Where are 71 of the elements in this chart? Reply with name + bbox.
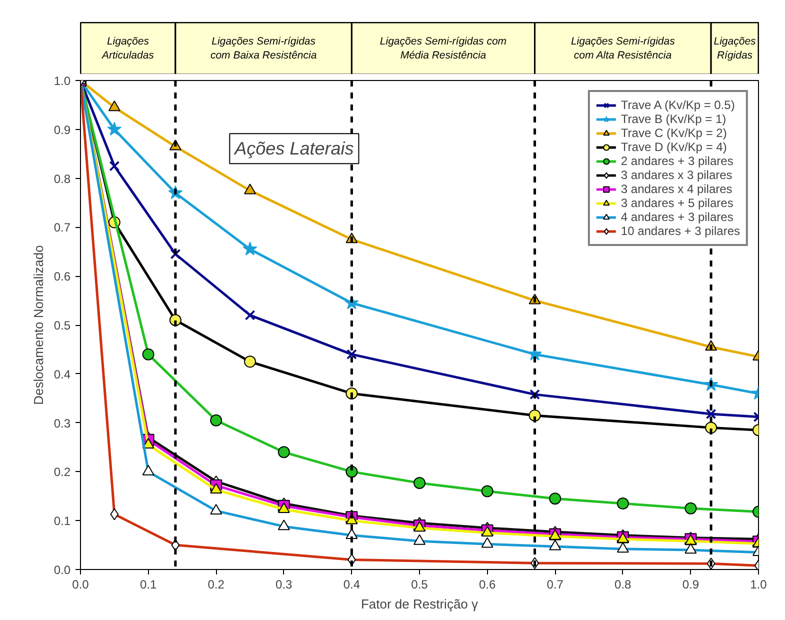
- point: [109, 160, 120, 172]
- x-tick-label: 0.5: [411, 578, 428, 592]
- point: [684, 502, 697, 514]
- point: [142, 438, 154, 448]
- text: Ligações Semi-rígidas com Alta Resistência: [570, 35, 676, 62]
- x-tick-label: 0.4: [343, 578, 360, 592]
- annotation: Ações Laterais: [234, 138, 354, 159]
- point: [530, 389, 540, 400]
- text: Ligações Rígidas: [714, 35, 757, 62]
- point: [210, 504, 222, 514]
- point: [210, 482, 222, 494]
- point: [242, 242, 258, 256]
- y-tick-label: 0.9: [54, 122, 71, 137]
- text: Ligações Articuladas: [100, 35, 155, 62]
- x-tick-label: 0.7: [546, 578, 564, 592]
- point: [278, 446, 290, 458]
- x-tick-label: 0.9: [682, 578, 700, 592]
- x-tick-label: 0.1: [140, 578, 157, 592]
- point: [278, 520, 290, 530]
- point: [110, 508, 119, 520]
- point: [549, 540, 562, 550]
- point: [278, 502, 290, 514]
- point: [244, 310, 256, 320]
- y-tick-label: 0.7: [54, 220, 71, 235]
- point: [684, 543, 697, 554]
- y-tick-label: 1.0: [54, 74, 71, 88]
- point: [170, 248, 181, 260]
- legend-label: Trave B (Kv/Kp = 1): [620, 112, 726, 126]
- point: [481, 537, 494, 548]
- text: Ligações Semi-rígidas com Baixa Resistência: [210, 35, 317, 62]
- point: [616, 542, 629, 553]
- point: [142, 464, 154, 476]
- y-tick-label: 0.5: [54, 318, 71, 332]
- legend-label: 3 andares x 3 pilares: [620, 168, 732, 182]
- legend-label: 3 andares + 5 pilares: [620, 196, 734, 210]
- legend-label: Trave C (Kv/Kp = 2): [620, 126, 727, 140]
- point: [481, 485, 494, 498]
- legend-label: 3 andares x 4 pilares: [620, 182, 732, 196]
- point: [244, 356, 256, 368]
- point: [706, 408, 716, 420]
- point: [414, 476, 426, 489]
- point: [107, 122, 122, 136]
- text: Ligações Semi-rígidas com Média Resistência: [380, 35, 507, 62]
- legend-label: 10 andares + 3 pilares: [620, 224, 740, 238]
- point: [142, 348, 154, 360]
- point: [210, 414, 222, 426]
- legend-label: Trave A (Kv/Kp = 0.5): [620, 98, 735, 112]
- y-tick-label: 0.6: [54, 270, 71, 284]
- point: [549, 492, 562, 505]
- y-tick-label: 0.0: [54, 563, 71, 577]
- x-tick-label: 0.8: [614, 578, 632, 592]
- point: [108, 100, 120, 112]
- point: [244, 184, 256, 194]
- point: [414, 534, 426, 545]
- y-tick-label: 0.1: [54, 514, 71, 528]
- x-tick-label: 0.2: [208, 578, 225, 592]
- x-tick-label: 0.0: [72, 578, 90, 592]
- y-tick-label: 0.8: [54, 172, 71, 186]
- legend-label: Trave D (Kv/Kp = 4): [620, 140, 727, 154]
- point: [346, 349, 357, 360]
- x-tick-label: 0.3: [276, 578, 293, 592]
- y-tick-label: 0.3: [54, 416, 71, 430]
- y-axis-title: Deslocamento Normalizado: [30, 245, 46, 405]
- y-tick-label: 0.2: [54, 465, 71, 480]
- x-tick-label: 0.6: [478, 578, 496, 592]
- x-axis-title: Fator de Restrição γ: [360, 596, 479, 612]
- legend-label: 4 andares + 3 pilares: [620, 210, 734, 224]
- y-tick-label: 0.4: [54, 367, 71, 382]
- legend-label: 2 andares + 3 pilares: [620, 154, 734, 168]
- x-tick-label: 1.0: [750, 578, 768, 592]
- point: [616, 497, 629, 510]
